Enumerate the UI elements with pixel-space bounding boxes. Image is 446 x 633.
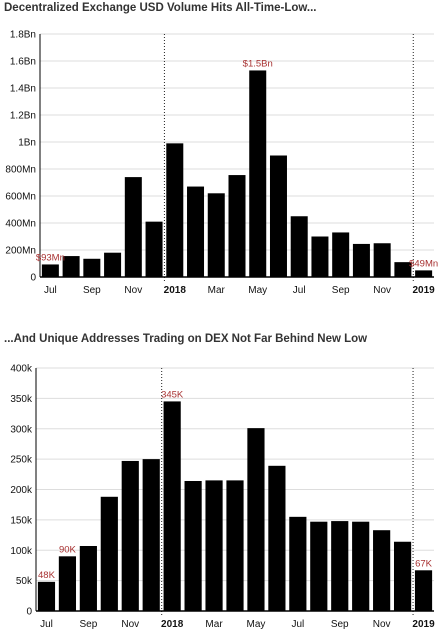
bar-2018-06 (268, 465, 286, 611)
bar-2018-05 (249, 70, 267, 277)
bar-2018-06 (269, 155, 287, 277)
bar-2018-04 (226, 480, 244, 611)
y-tick-label: 1.8Bn (10, 30, 36, 41)
bar-2018-01 (163, 401, 181, 611)
bar-2018-05 (247, 428, 265, 611)
y-tick-label: 0 (26, 607, 32, 618)
bar-2019-01 (415, 270, 433, 277)
volume-chart: 0 200Mn 400Mn 600Mn 800Mn 1Bn 1.2Bn 1.4Bn 1.6Bn 1… (5, 30, 438, 297)
bar-2018-03 (207, 193, 225, 277)
data-label: $49Mn (409, 258, 438, 269)
bar-2018-07 (289, 516, 307, 611)
y-tick-label: 600Mn (5, 192, 36, 203)
bar-2018-10 (352, 521, 370, 611)
bar-2019-01 (414, 570, 433, 611)
y-tick-label: 250k (10, 455, 33, 466)
x-tick-label: 2019 (413, 285, 436, 296)
x-tick-label: Jul (44, 285, 57, 296)
data-label: $93Mn (36, 252, 65, 263)
x-tick-label: Nov (373, 285, 391, 296)
bar-2018-12 (393, 541, 412, 611)
bar-2017-07 (41, 264, 59, 277)
data-label: 48K (38, 570, 56, 581)
y-tick-label: 0 (30, 273, 36, 284)
y-tick-label: 200Mn (5, 246, 36, 257)
x-tick-label: Sep (331, 619, 349, 630)
data-label: 67K (415, 558, 433, 569)
x-tick-label: Mar (208, 285, 226, 296)
bar-2017-12 (142, 459, 160, 611)
bar-2018-08 (311, 236, 329, 277)
x-tick-label: Nov (121, 619, 139, 630)
x-tick-label: Jul (293, 285, 306, 296)
bar-2017-10 (100, 496, 118, 611)
bar-2018-11 (373, 530, 391, 611)
y-tick-label: 800Mn (5, 165, 36, 176)
bar-2017-07 (37, 581, 56, 611)
bar-2017-11 (121, 460, 139, 611)
x-tick-label: Mar (205, 619, 223, 630)
y-tick-label: 150k (10, 515, 33, 526)
bar-2018-08 (310, 521, 328, 611)
x-tick-label: May (248, 285, 267, 296)
bar-2018-02 (187, 186, 205, 277)
y-tick-label: 1.2Bn (10, 111, 36, 122)
data-label: 345K (161, 389, 184, 400)
y-tick-label: 50k (16, 576, 33, 587)
x-tick-label: Sep (332, 285, 350, 296)
x-tick-label: 2018 (161, 619, 184, 630)
x-tick-label: May (246, 619, 265, 630)
x-tick-label: 2018 (164, 285, 187, 296)
bar-2018-04 (228, 175, 246, 277)
y-tick-label: 200k (10, 485, 33, 496)
bar-2017-09 (83, 258, 101, 277)
x-tick-label: Jul (40, 619, 53, 630)
bar-2017-08 (62, 256, 80, 277)
bar-2018-03 (205, 480, 223, 611)
y-tick-label: 400k (10, 364, 33, 375)
data-label: $1.5Bn (243, 58, 273, 69)
x-tick-label: Jul (291, 619, 304, 630)
bar-2017-12 (145, 221, 163, 277)
x-tick-label: Nov (124, 285, 142, 296)
y-tick-label: 1Bn (18, 138, 36, 149)
x-tick-label: Nov (373, 619, 391, 630)
bar-2018-12 (394, 262, 412, 277)
y-tick-label: 1.4Bn (10, 84, 36, 95)
bar-2018-09 (332, 232, 350, 277)
x-tick-label: 2019 (412, 619, 435, 630)
x-tick-label: Sep (83, 285, 101, 296)
bar-2017-10 (104, 252, 122, 277)
bar-2018-11 (373, 243, 391, 277)
y-tick-label: 100k (10, 546, 33, 557)
bar-2018-01 (166, 143, 184, 277)
y-tick-label: 400Mn (5, 219, 36, 230)
bar-2017-11 (124, 177, 142, 277)
bar-2018-10 (352, 243, 370, 277)
x-tick-label: Sep (79, 619, 97, 630)
y-tick-label: 300k (10, 424, 33, 435)
y-tick-label: 1.6Bn (10, 57, 36, 68)
bar-2018-09 (331, 521, 349, 611)
data-label: 90K (59, 544, 77, 555)
chart-2-title: ...And Unique Addresses Trading on DEX N… (4, 333, 368, 345)
bar-2018-02 (184, 480, 202, 611)
chart-1-title: Decentralized Exchange USD Volume Hits A… (4, 2, 317, 14)
bar-2018-07 (290, 216, 308, 277)
bar-2017-09 (79, 545, 97, 611)
y-tick-label: 350k (10, 394, 33, 405)
bar-2017-08 (58, 556, 77, 611)
